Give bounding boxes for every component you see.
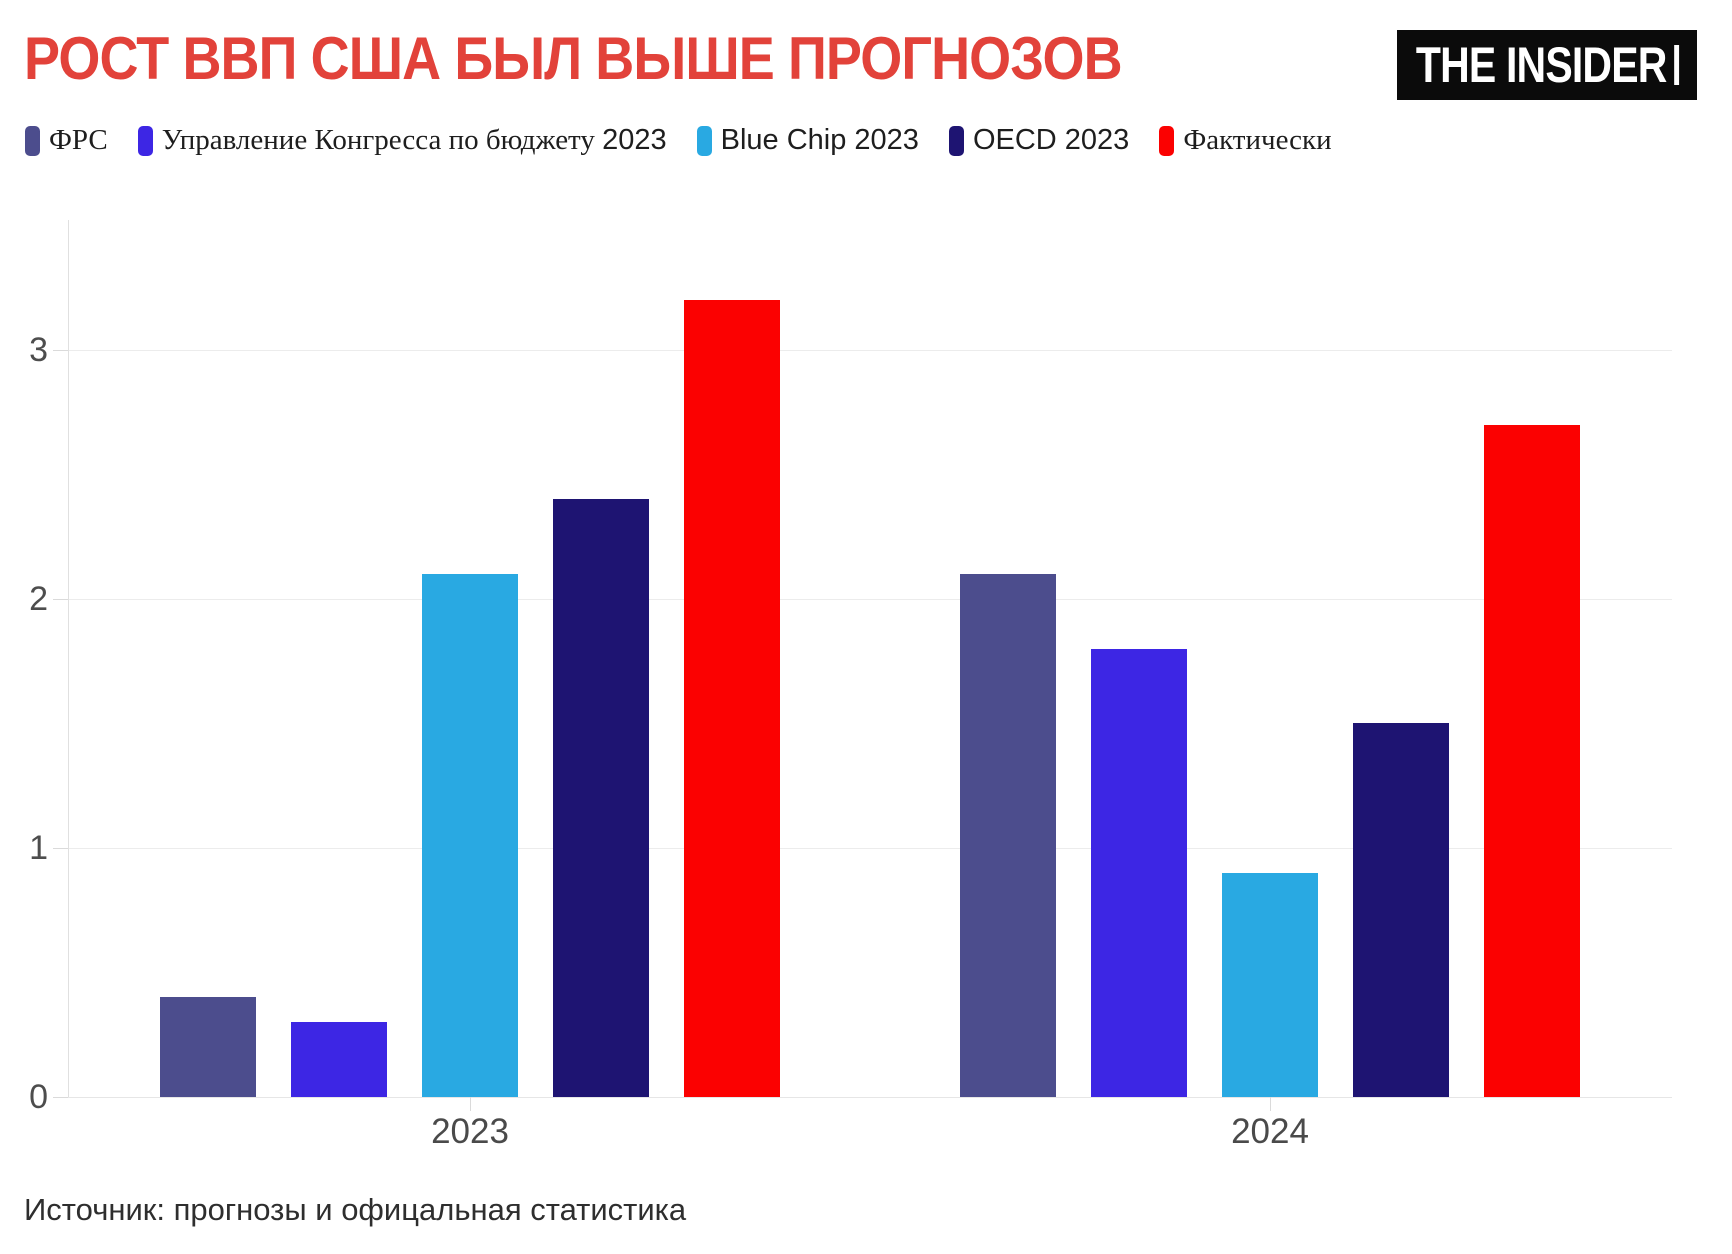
- legend-label: Blue Chip 2023: [720, 124, 919, 156]
- legend-label: OECD 2023: [972, 124, 1130, 156]
- y-axis-tick: [53, 599, 68, 600]
- legend-swatch-icon: [25, 125, 40, 156]
- y-axis-tick-label: 0: [29, 1078, 48, 1116]
- x-axis-tick: [1270, 1097, 1271, 1111]
- bar: [960, 574, 1056, 1097]
- y-axis-tick-label: 3: [29, 331, 48, 369]
- y-grid-line: [68, 350, 1672, 351]
- y-axis-line: [68, 220, 69, 1097]
- y-axis-tick: [53, 848, 68, 849]
- legend-swatch-icon: [137, 125, 153, 156]
- legend-swatch-icon: [696, 125, 712, 156]
- y-axis-tick-label: 1: [29, 829, 48, 867]
- publisher-logo: THE INSIDER: [1397, 30, 1697, 100]
- legend-item: OECD 2023: [948, 124, 1130, 156]
- bar: [291, 1022, 387, 1097]
- y-axis-tick-label: 2: [29, 580, 48, 618]
- bar: [1222, 873, 1318, 1097]
- logo-cursor-bar-icon: [1673, 45, 1679, 85]
- bar: [422, 574, 518, 1097]
- legend-label: ФРС: [49, 124, 108, 156]
- publisher-logo-text: THE INSIDER: [1415, 37, 1667, 93]
- bar: [684, 300, 780, 1097]
- y-grid-line: [68, 848, 1672, 849]
- bar: [1484, 425, 1580, 1097]
- legend-item: Blue Chip 2023: [696, 124, 919, 156]
- legend-swatch-icon: [1159, 125, 1175, 156]
- legend-item: Фактически: [1159, 124, 1332, 156]
- x-axis-tick: [470, 1097, 471, 1111]
- source-note: Источник: прогнозы и офицальная статисти…: [24, 1192, 687, 1227]
- legend-label: Управление Конгресса по бюджету 2023: [161, 124, 667, 156]
- chart-title: РОСТ ВВП США БЫЛ ВЫШЕ ПРОГНОЗОВ: [24, 25, 1123, 92]
- publisher-logo-wordmark: THE INSIDER: [1416, 36, 1679, 94]
- y-grid-line: [68, 599, 1672, 600]
- x-axis-label: 2024: [1231, 1112, 1309, 1151]
- bar: [1091, 649, 1187, 1097]
- legend-label: Фактически: [1183, 124, 1332, 156]
- legend-swatch-icon: [948, 125, 964, 156]
- bar: [553, 499, 649, 1097]
- legend-item: Управление Конгресса по бюджету 2023: [137, 124, 667, 156]
- y-axis-tick: [53, 350, 68, 351]
- legend-item: ФРС: [25, 125, 108, 156]
- y-axis-tick: [53, 1097, 68, 1098]
- legend: ФРС Управление Конгресса по бюджету 2023 B…: [25, 125, 1332, 156]
- x-axis-baseline: [68, 1097, 1672, 1098]
- bar: [160, 997, 256, 1097]
- x-axis-label: 2023: [431, 1112, 509, 1151]
- bar: [1353, 723, 1449, 1097]
